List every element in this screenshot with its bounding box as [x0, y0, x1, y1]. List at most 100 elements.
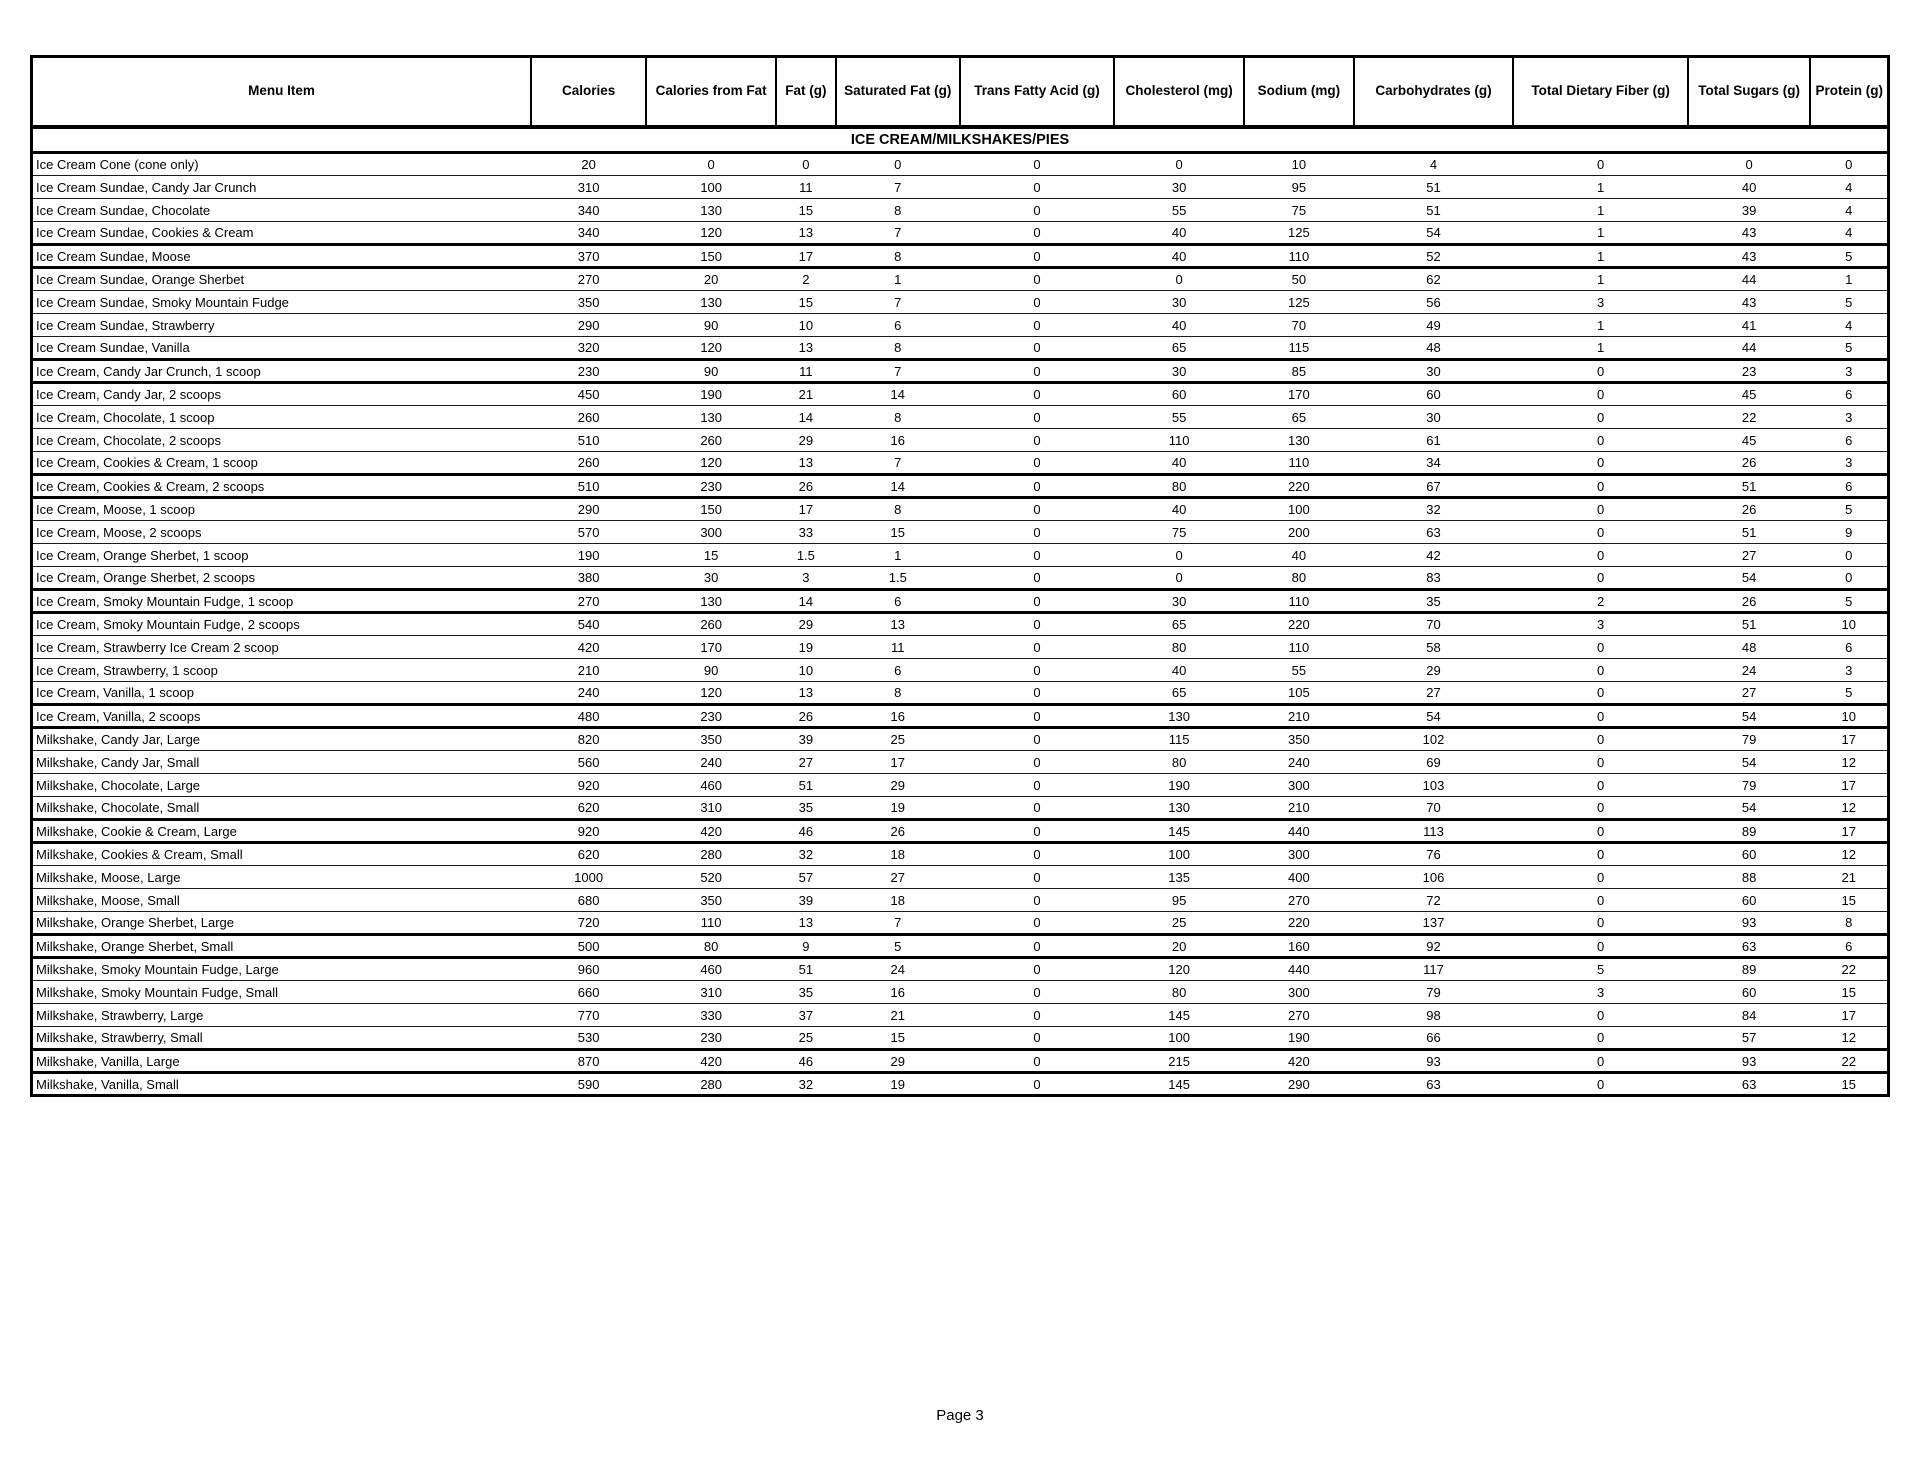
value-cell: 10	[1810, 612, 1889, 636]
value-cell: 0	[959, 658, 1115, 682]
value-cell: 8	[1810, 911, 1889, 935]
value-cell: 40	[1244, 543, 1354, 567]
value-cell: 115	[1244, 336, 1354, 360]
value-cell: 80	[646, 933, 777, 959]
value-cell: 26	[1687, 497, 1811, 521]
value-cell: 460	[646, 957, 777, 981]
value-cell: 350	[646, 727, 777, 751]
value-cell: 110	[1244, 243, 1354, 269]
value-cell: 105	[1244, 681, 1354, 705]
table-row: Ice Cream, Smoky Mountain Fudge, 2 scoop…	[31, 612, 1889, 636]
value-cell: 110	[1244, 451, 1354, 475]
value-cell: 420	[531, 635, 647, 659]
table-row: Ice Cream, Candy Jar, 2 scoops 450 190 21 14…	[31, 382, 1889, 406]
value-cell: 230	[646, 703, 777, 729]
value-cell: 30	[1353, 405, 1514, 429]
table-row: Ice Cream Sundae, Vanilla 320 120 13 8 0 65 115…	[31, 336, 1889, 360]
value-cell: 3	[1513, 612, 1688, 636]
value-cell: 0	[959, 612, 1115, 636]
value-cell: 330	[646, 1003, 777, 1027]
value-cell: 43	[1687, 290, 1811, 314]
menu-item-cell: Milkshake, Smoky Mountain Fudge, Large	[31, 957, 532, 981]
value-cell: 18	[835, 842, 960, 866]
value-cell: 30	[1114, 175, 1245, 199]
value-cell: 0	[835, 152, 960, 176]
value-cell: 870	[531, 1048, 647, 1074]
value-cell: 54	[1687, 703, 1811, 729]
value-cell: 7	[835, 221, 960, 245]
value-cell: 17	[776, 243, 836, 269]
value-cell: 16	[835, 703, 960, 729]
value-cell: 20	[646, 267, 777, 291]
value-cell: 54	[1687, 750, 1811, 774]
menu-item-cell: Ice Cream, Candy Jar, 2 scoops	[31, 382, 532, 406]
menu-item-cell: Milkshake, Strawberry, Small	[31, 1026, 532, 1050]
table-row: Milkshake, Candy Jar, Small 560 240 27 17 0 80…	[31, 750, 1889, 774]
value-cell: 350	[531, 290, 647, 314]
table-row: Ice Cream, Moose, 1 scoop 290 150 17 8 0 40 100…	[31, 497, 1889, 521]
value-cell: 170	[1244, 382, 1354, 406]
value-cell: 0	[1513, 1048, 1688, 1074]
value-cell: 17	[1810, 818, 1889, 844]
value-cell: 80	[1244, 566, 1354, 590]
value-cell: 54	[1353, 221, 1514, 245]
value-cell: 51	[776, 957, 836, 981]
value-cell: 27	[776, 750, 836, 774]
value-cell: 210	[531, 658, 647, 682]
value-cell: 440	[1244, 818, 1354, 844]
value-cell: 51	[1353, 175, 1514, 199]
value-cell: 350	[1244, 727, 1354, 751]
value-cell: 0	[959, 405, 1115, 429]
value-cell: 0	[1513, 1072, 1688, 1096]
value-cell: 42	[1353, 543, 1514, 567]
value-cell: 0	[959, 888, 1115, 912]
value-cell: 120	[646, 451, 777, 475]
menu-item-cell: Milkshake, Smoky Mountain Fudge, Small	[31, 980, 532, 1004]
value-cell: 30	[1114, 290, 1245, 314]
value-cell: 5	[1810, 290, 1889, 314]
value-cell: 0	[1513, 681, 1688, 705]
table-row: Milkshake, Chocolate, Large 920 460 51 29 0 19…	[31, 773, 1889, 797]
value-cell: 15	[835, 1026, 960, 1050]
value-cell: 98	[1353, 1003, 1514, 1027]
menu-item-cell: Milkshake, Chocolate, Large	[31, 773, 532, 797]
value-cell: 310	[646, 796, 777, 820]
value-cell: 240	[646, 750, 777, 774]
value-cell: 0	[1513, 451, 1688, 475]
value-cell: 120	[646, 336, 777, 360]
value-cell: 0	[1114, 152, 1245, 176]
value-cell: 0	[1810, 543, 1889, 567]
value-cell: 70	[1353, 796, 1514, 820]
value-cell: 210	[1244, 703, 1354, 729]
table-row: Milkshake, Moose, Large 1000 520 57 27 0 135 40…	[31, 865, 1889, 889]
value-cell: 8	[835, 243, 960, 269]
value-cell: 290	[531, 313, 647, 337]
value-cell: 8	[835, 198, 960, 222]
value-cell: 51	[1687, 520, 1811, 544]
value-cell: 24	[835, 957, 960, 981]
value-cell: 0	[1513, 842, 1688, 866]
value-cell: 190	[646, 382, 777, 406]
value-cell: 84	[1687, 1003, 1811, 1027]
value-cell: 17	[835, 750, 960, 774]
value-cell: 65	[1244, 405, 1354, 429]
value-cell: 57	[1687, 1026, 1811, 1050]
value-cell: 29	[835, 773, 960, 797]
value-cell: 420	[646, 1048, 777, 1074]
value-cell: 54	[1687, 566, 1811, 590]
value-cell: 19	[835, 796, 960, 820]
value-cell: 920	[531, 818, 647, 844]
value-cell: 230	[531, 358, 647, 384]
menu-item-cell: Ice Cream, Moose, 2 scoops	[31, 520, 532, 544]
value-cell: 30	[646, 566, 777, 590]
value-cell: 95	[1114, 888, 1245, 912]
value-cell: 48	[1687, 635, 1811, 659]
value-cell: 110	[1244, 588, 1354, 614]
value-cell: 32	[1353, 497, 1514, 521]
value-cell: 54	[1353, 703, 1514, 729]
value-cell: 290	[1244, 1072, 1354, 1096]
value-cell: 300	[1244, 980, 1354, 1004]
value-cell: 440	[1244, 957, 1354, 981]
menu-item-cell: Milkshake, Vanilla, Large	[31, 1048, 532, 1074]
table-row: Ice Cream Sundae, Cookies & Cream 340 120 1…	[31, 221, 1889, 245]
